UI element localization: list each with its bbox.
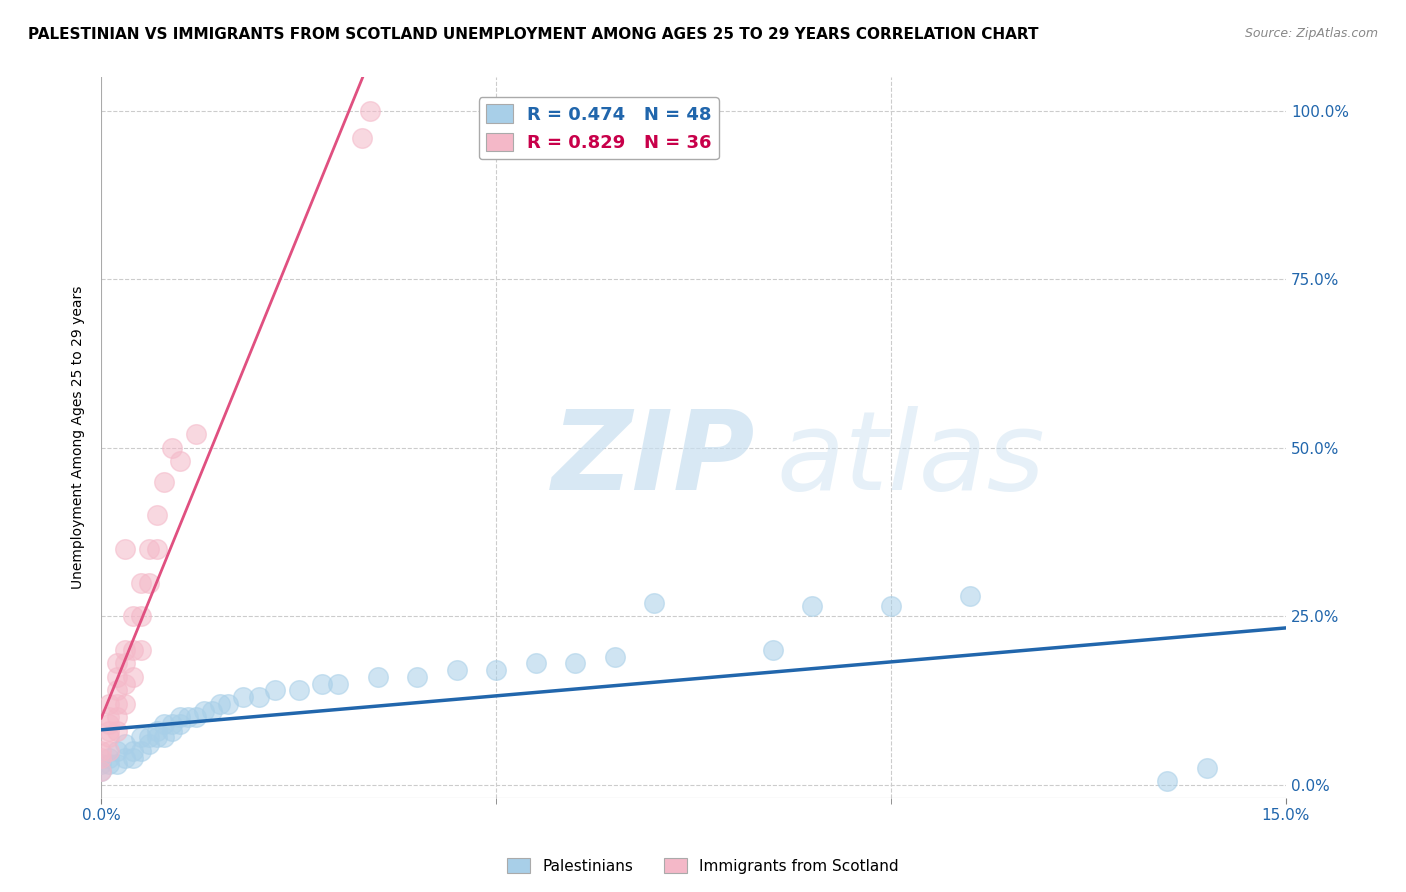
Point <box>169 717 191 731</box>
Point <box>184 427 207 442</box>
Point <box>959 589 981 603</box>
Text: Source: ZipAtlas.com: Source: ZipAtlas.com <box>1244 27 1378 40</box>
Point <box>98 697 121 711</box>
Point <box>105 723 128 738</box>
Point <box>169 454 191 468</box>
Point <box>193 704 215 718</box>
Point <box>162 717 184 731</box>
Point <box>287 683 309 698</box>
Point <box>184 710 207 724</box>
Point <box>129 575 152 590</box>
Point <box>208 697 231 711</box>
Point <box>105 657 128 671</box>
Legend: R = 0.474   N = 48, R = 0.829   N = 36: R = 0.474 N = 48, R = 0.829 N = 36 <box>478 97 718 160</box>
Point <box>114 697 136 711</box>
Point <box>145 731 167 745</box>
Point <box>153 731 176 745</box>
Point <box>90 764 112 778</box>
Point <box>406 670 429 684</box>
Point <box>145 723 167 738</box>
Point <box>177 710 200 724</box>
Point <box>138 737 160 751</box>
Point <box>162 441 184 455</box>
Point <box>129 643 152 657</box>
Point <box>564 657 586 671</box>
Point <box>153 475 176 489</box>
Point <box>98 744 121 758</box>
Point <box>98 750 121 764</box>
Point <box>446 663 468 677</box>
Point <box>90 744 112 758</box>
Point <box>247 690 270 704</box>
Point <box>138 731 160 745</box>
Point <box>98 731 121 745</box>
Point <box>90 750 112 764</box>
Point <box>138 541 160 556</box>
Point <box>367 670 389 684</box>
Point <box>801 599 824 614</box>
Point <box>201 704 224 718</box>
Point <box>264 683 287 698</box>
Point <box>603 649 626 664</box>
Point <box>114 750 136 764</box>
Point <box>761 643 783 657</box>
Point <box>90 757 112 772</box>
Point <box>880 599 903 614</box>
Point <box>105 670 128 684</box>
Point <box>129 744 152 758</box>
Point <box>105 683 128 698</box>
Point <box>105 697 128 711</box>
Point <box>643 596 665 610</box>
Point <box>311 676 333 690</box>
Point <box>105 757 128 772</box>
Point <box>98 757 121 772</box>
Point <box>145 508 167 523</box>
Point <box>98 717 121 731</box>
Point <box>169 710 191 724</box>
Point <box>485 663 508 677</box>
Point <box>121 750 143 764</box>
Point <box>328 676 350 690</box>
Point <box>98 710 121 724</box>
Point <box>129 609 152 624</box>
Point <box>153 717 176 731</box>
Legend: Palestinians, Immigrants from Scotland: Palestinians, Immigrants from Scotland <box>501 852 905 880</box>
Point <box>1195 761 1218 775</box>
Text: PALESTINIAN VS IMMIGRANTS FROM SCOTLAND UNEMPLOYMENT AMONG AGES 25 TO 29 YEARS C: PALESTINIAN VS IMMIGRANTS FROM SCOTLAND … <box>28 27 1039 42</box>
Point <box>1156 774 1178 789</box>
Point <box>217 697 239 711</box>
Text: ZIP: ZIP <box>551 406 755 513</box>
Point <box>98 723 121 738</box>
Point <box>350 131 373 145</box>
Point <box>162 723 184 738</box>
Point <box>524 657 547 671</box>
Point <box>90 764 112 778</box>
Point <box>129 731 152 745</box>
Point <box>232 690 254 704</box>
Point <box>121 643 143 657</box>
Point <box>114 676 136 690</box>
Point <box>114 737 136 751</box>
Point <box>114 541 136 556</box>
Point <box>121 744 143 758</box>
Point <box>114 643 136 657</box>
Point <box>114 657 136 671</box>
Y-axis label: Unemployment Among Ages 25 to 29 years: Unemployment Among Ages 25 to 29 years <box>72 286 86 590</box>
Point <box>105 744 128 758</box>
Point <box>145 541 167 556</box>
Point <box>359 104 381 119</box>
Point <box>138 575 160 590</box>
Point <box>121 670 143 684</box>
Point <box>121 609 143 624</box>
Text: atlas: atlas <box>776 406 1045 513</box>
Point <box>105 710 128 724</box>
